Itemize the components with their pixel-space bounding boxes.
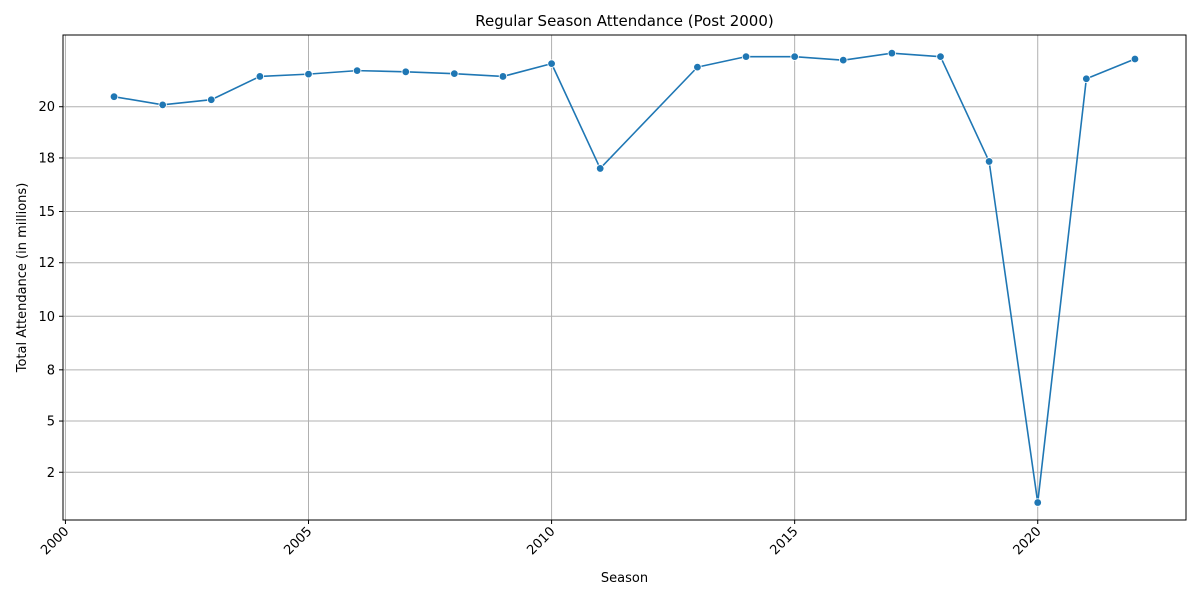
plot-frame: [62, 34, 1187, 521]
data-point: [1082, 74, 1091, 83]
data-point: [401, 67, 410, 76]
data-point: [693, 62, 702, 72]
y-tick-label: 20: [38, 100, 55, 115]
data-point: [207, 95, 216, 104]
y-tick-label: 10: [38, 310, 55, 325]
data-point: [936, 52, 945, 61]
data-point: [741, 52, 751, 61]
grid-lines: [63, 35, 1186, 520]
y-axis-label: Total Attendance (in millions): [15, 183, 30, 374]
data-point: [547, 59, 556, 68]
y-tick-label: 8: [47, 363, 55, 378]
data-point: [304, 69, 313, 79]
data-point: [1130, 54, 1140, 64]
plot-area: [63, 35, 1186, 520]
y-axis-ticks: 2 5 8 10 12 15 18 20: [38, 100, 63, 481]
data-point: [595, 164, 605, 173]
data-point: [255, 72, 265, 81]
data-point: [1033, 498, 1042, 507]
data-point: [352, 66, 362, 75]
data-point: [984, 157, 994, 166]
data-point: [158, 100, 167, 110]
series-group: [109, 48, 1140, 507]
x-axis-label: Season: [601, 571, 648, 586]
y-tick-label: 2: [47, 466, 55, 481]
y-tick-label: 15: [38, 205, 55, 220]
y-tick-label: 12: [38, 256, 55, 271]
data-point: [450, 69, 459, 78]
data-point: [790, 52, 799, 61]
y-tick-label: 5: [47, 415, 55, 430]
data-point: [839, 55, 848, 65]
y-tick-label: 18: [38, 151, 55, 166]
data-point: [498, 72, 508, 81]
chart-title: Regular Season Attendance (Post 2000): [475, 12, 774, 30]
data-point: [887, 48, 897, 58]
data-point: [109, 92, 119, 101]
